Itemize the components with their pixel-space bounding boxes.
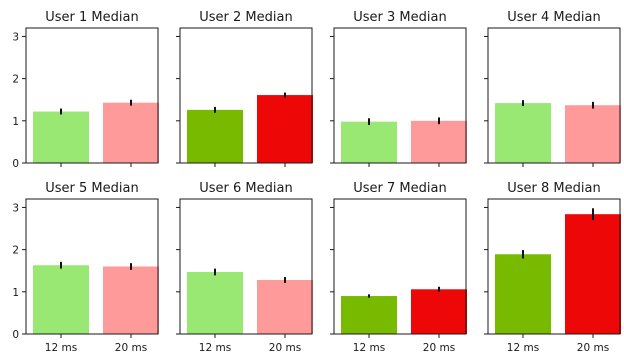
x-tick-label: 12 ms	[507, 342, 539, 354]
panel-frame	[487, 27, 621, 164]
y-tick-label: 2	[12, 245, 19, 257]
panel-frame	[25, 27, 159, 164]
y-tick-label: 2	[12, 74, 19, 86]
bar-20ms	[411, 289, 467, 334]
bar-12ms	[33, 265, 89, 334]
y-tick-label: 0	[12, 329, 19, 341]
x-tick-label: 20 ms	[423, 342, 455, 354]
y-tick-label: 0	[12, 158, 19, 170]
panel-title: User 6 Median	[199, 181, 292, 196]
bar-12ms	[341, 296, 397, 334]
panel-title: User 7 Median	[353, 181, 446, 196]
bar-12ms	[187, 271, 243, 334]
x-tick-label: 12 ms	[45, 342, 77, 354]
y-tick-label: 3	[12, 202, 19, 214]
panel-frame	[25, 198, 159, 335]
panel-title: User 3 Median	[353, 10, 446, 25]
x-tick-label: 20 ms	[115, 342, 147, 354]
x-tick-label: 12 ms	[353, 342, 385, 354]
bar-12ms	[33, 111, 89, 163]
bar-12ms	[341, 121, 397, 163]
bar-20ms	[257, 280, 313, 334]
bar-20ms	[257, 95, 313, 163]
x-tick-label: 12 ms	[199, 342, 231, 354]
y-tick-label: 1	[12, 116, 19, 128]
bar-12ms	[495, 103, 551, 163]
panel-frame	[333, 27, 467, 164]
bar-20ms	[565, 214, 621, 334]
x-tick-label: 20 ms	[577, 342, 609, 354]
bar-20ms	[103, 266, 159, 334]
panel-frame	[487, 198, 621, 335]
bar-20ms	[565, 105, 621, 163]
panel-frame	[179, 198, 313, 335]
y-tick-label: 3	[12, 31, 19, 43]
panel-title: User 4 Median	[507, 10, 600, 25]
panel-title: User 8 Median	[507, 181, 600, 196]
panel-title: User 2 Median	[199, 10, 292, 25]
panel-frame	[333, 198, 467, 335]
panel-title: User 1 Median	[45, 10, 138, 25]
bar-20ms	[411, 120, 467, 163]
y-tick-label: 1	[12, 287, 19, 299]
bar-12ms	[495, 254, 551, 334]
x-tick-label: 20 ms	[269, 342, 301, 354]
bar-20ms	[103, 102, 159, 163]
panel-frame	[179, 27, 313, 164]
bar-12ms	[187, 109, 243, 163]
panel-title: User 5 Median	[45, 181, 138, 196]
